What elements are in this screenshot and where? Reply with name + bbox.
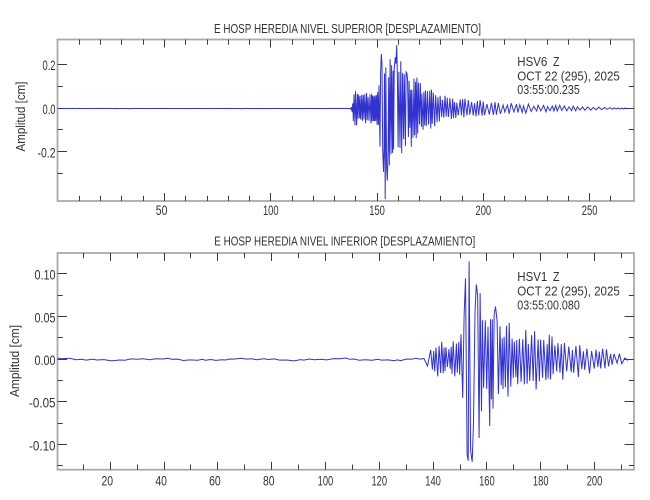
- svg-text:0.00: 0.00: [35, 353, 56, 368]
- svg-text:Amplitud [cm]: Amplitud [cm]: [8, 325, 22, 397]
- svg-text:0.10: 0.10: [35, 268, 56, 283]
- svg-text:Z: Z: [553, 54, 560, 69]
- svg-text:180: 180: [533, 473, 549, 489]
- svg-text:60: 60: [209, 473, 221, 489]
- svg-text:HSV1: HSV1: [517, 269, 547, 284]
- svg-text:150: 150: [369, 202, 385, 218]
- svg-text:-0.10: -0.10: [29, 438, 56, 453]
- svg-text:250: 250: [582, 202, 598, 218]
- svg-text:50: 50: [156, 202, 168, 218]
- svg-text:20: 20: [102, 473, 114, 489]
- svg-text:OCT 22 (295), 2025: OCT 22 (295), 2025: [517, 283, 620, 298]
- svg-text:E HOSP HEREDIA NIVEL INFERIOR: E HOSP HEREDIA NIVEL INFERIOR [DESPLAZAM…: [214, 233, 475, 248]
- svg-text:Z: Z: [553, 269, 560, 284]
- svg-text:E HOSP HEREDIA NIVEL SUPERIOR: E HOSP HEREDIA NIVEL SUPERIOR [DESPLAZAM…: [214, 21, 481, 36]
- svg-text:100: 100: [263, 202, 279, 218]
- svg-text:160: 160: [479, 473, 495, 489]
- svg-text:200: 200: [587, 473, 603, 489]
- svg-text:03:55:00.080: 03:55:00.080: [517, 297, 580, 312]
- svg-text:-0.05: -0.05: [29, 396, 56, 411]
- svg-text:Amplitud [cm]: Amplitud [cm]: [14, 82, 28, 152]
- svg-text:80: 80: [263, 473, 275, 489]
- svg-text:OCT 22 (295), 2025: OCT 22 (295), 2025: [517, 68, 620, 83]
- svg-text:HSV6: HSV6: [517, 54, 547, 69]
- svg-text:-0.2: -0.2: [38, 146, 56, 161]
- svg-text:200: 200: [476, 202, 492, 218]
- svg-text:0.2: 0.2: [43, 58, 56, 73]
- svg-text:03:55:00.235: 03:55:00.235: [517, 82, 580, 97]
- svg-text:40: 40: [155, 473, 167, 489]
- svg-text:140: 140: [425, 473, 441, 489]
- svg-text:120: 120: [371, 473, 387, 489]
- svg-text:0.05: 0.05: [35, 310, 56, 325]
- svg-text:0.0: 0.0: [43, 102, 56, 117]
- svg-text:100: 100: [318, 473, 334, 489]
